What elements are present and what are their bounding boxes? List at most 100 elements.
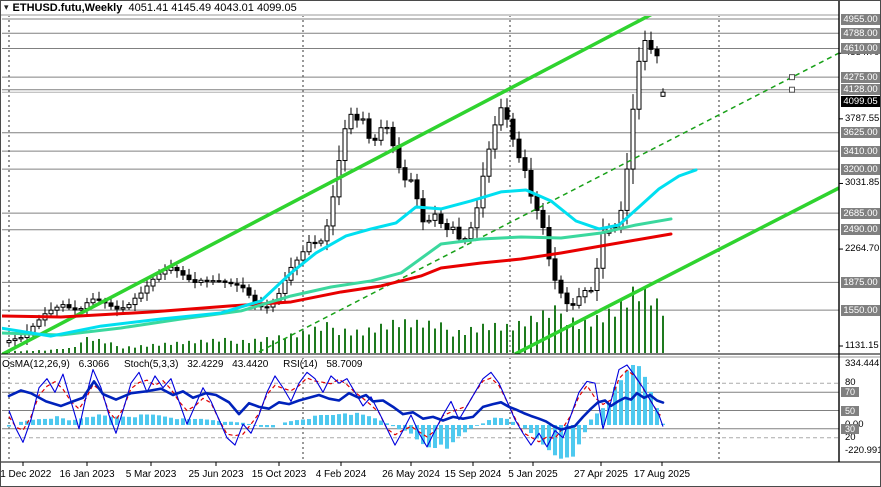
time-axis-label: 15 Oct 2023 (251, 469, 307, 480)
time-axis-label: 5 Jan 2025 (508, 469, 558, 480)
candle-down (654, 46, 660, 64)
level-selection-handle[interactable] (789, 74, 795, 81)
candle-down (180, 266, 186, 281)
candle-up (126, 301, 132, 310)
candle-up (348, 107, 354, 135)
candle-down (516, 131, 522, 163)
candle-up (210, 275, 216, 286)
candle-up (474, 198, 480, 238)
candle-down (648, 31, 654, 54)
candle-down (96, 291, 102, 303)
candle-down (186, 268, 192, 283)
price-tick-label: 2264.70 (845, 243, 880, 255)
candle-down (522, 149, 528, 179)
candle-up (60, 300, 66, 312)
candle-up (450, 221, 456, 235)
candle-down (174, 264, 180, 278)
candle-down (396, 137, 402, 174)
ohlc-high: 4145.49 (171, 2, 212, 14)
candle-down (234, 278, 240, 292)
candle-down (540, 203, 546, 235)
dashed-trendline[interactable] (251, 52, 839, 356)
time-axis-label: 17 Aug 2025 (633, 469, 691, 480)
price-tick-label: 3787.55 (845, 112, 880, 124)
main-plot-area[interactable] (1, 12, 839, 356)
candle-down (108, 298, 114, 310)
candle-up (198, 277, 204, 286)
candle-down (240, 277, 246, 293)
candle-down (66, 298, 72, 311)
osma-label: OsMA(12,26,9) 6.3066 (2, 359, 110, 370)
candle-up (54, 304, 60, 318)
candle-up (120, 300, 126, 314)
level-selection-handle[interactable] (789, 86, 795, 93)
ma_slow-line[interactable] (1, 232, 673, 319)
price-level-badge: 4788.00 (841, 27, 880, 39)
indicator-axis-label: -220.9913 (845, 445, 880, 456)
price-tick-label: 3031.85 (845, 177, 880, 189)
candle-up (318, 238, 324, 247)
trend-channel-line[interactable] (1, 12, 656, 355)
candle-up (306, 235, 312, 256)
rsi-line (7, 380, 665, 431)
time-axis-label: 15 Sep 2024 (444, 469, 502, 480)
candle-down (558, 275, 564, 299)
price-level-badge: 2490.00 (841, 224, 880, 236)
price-level-badge: 3200.00 (841, 163, 880, 175)
candle-up (492, 115, 498, 159)
candle-up (576, 287, 582, 309)
candle-up (384, 120, 390, 135)
candle-down (414, 173, 420, 209)
candle-down (222, 278, 228, 288)
candle-down (504, 98, 510, 128)
candle-up (330, 185, 336, 236)
candle-up (624, 152, 630, 225)
candle-up (594, 258, 600, 302)
time-axis-label: 16 Jan 2023 (59, 469, 115, 480)
time-axis-label: 5 Mar 2023 (125, 469, 177, 480)
candle-up (378, 119, 384, 146)
ma_mid-line[interactable] (1, 217, 673, 337)
candle-down (372, 134, 378, 146)
ma_fast-line[interactable] (1, 168, 698, 338)
price-level-badge: 4275.00 (841, 71, 880, 83)
symbol-period-label: ETHUSD.futu,Weekly (12, 2, 123, 14)
indicator-plot-area[interactable] (1, 357, 839, 462)
indicator-values-label: OsMA(12,26,9) 6.3066 Stoch(5,3,3) 32.422… (2, 359, 375, 370)
trend-channel-line[interactable] (514, 186, 839, 354)
candle-down (528, 157, 534, 204)
price-level-badge: 3410.00 (841, 145, 880, 157)
candle-down (564, 287, 570, 313)
candle-down (72, 300, 78, 316)
price-level-badge: 1550.00 (841, 304, 880, 316)
stoch-k-line (8, 364, 664, 448)
candle-up (138, 286, 144, 303)
candle-down (402, 159, 408, 188)
candle-up (342, 119, 348, 172)
candle-down (420, 190, 426, 231)
candle-up (6, 338, 12, 345)
candle-up (324, 219, 330, 251)
candle-up (498, 98, 504, 131)
indicator-axis-label: 80 (845, 377, 856, 389)
candle-up (360, 111, 366, 125)
candle-up (84, 297, 90, 317)
chart-title: ▾ ETHUSD.futu,Weekly 4051.41 4145.49 4043… (4, 2, 297, 14)
candle-down (438, 210, 444, 229)
price-level-badge: 4128.00 (841, 84, 880, 96)
chart-shift-icon[interactable]: ▾ (4, 2, 9, 12)
candle-up (588, 286, 594, 294)
indicator-level-badge: 30 (841, 423, 859, 434)
ohlc-close: 4099.05 (256, 2, 297, 14)
candle-up (582, 287, 588, 304)
candle-down (366, 112, 372, 144)
price-level-badge: 4610.00 (841, 43, 880, 54)
time-axis-label: 4 Feb 2024 (315, 469, 367, 480)
indicator-level-badge: 70 (841, 387, 859, 398)
candle-down (570, 297, 576, 310)
candle-down (228, 278, 234, 287)
candle-up (144, 277, 150, 301)
candle-up (642, 30, 648, 71)
